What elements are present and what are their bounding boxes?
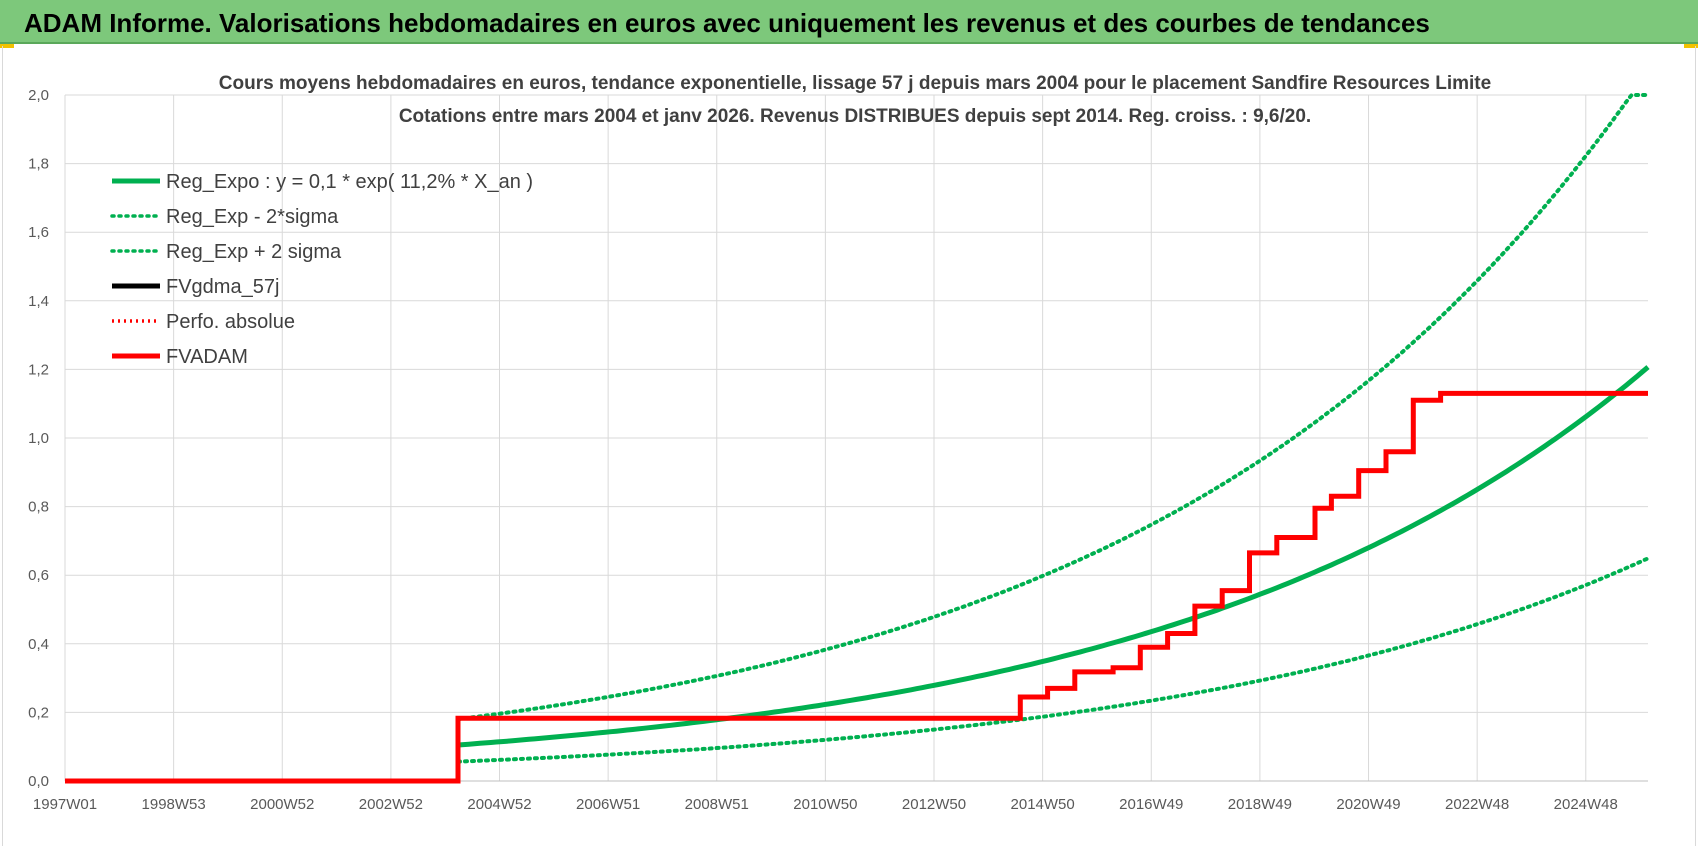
report-title: ADAM Informe. Valorisations hebdomadaire…	[24, 8, 1430, 38]
y-tick-label: 1,6	[28, 224, 49, 241]
chart-title-line-2: Cotations entre mars 2004 et janv 2026. …	[399, 106, 1311, 127]
y-tick-label: 1,0	[28, 430, 49, 447]
y-tick-label: 0,4	[28, 636, 49, 653]
x-tick-label: 2014W50	[1011, 796, 1075, 813]
x-tick-label: 1997W01	[33, 796, 97, 813]
x-tick-label: 2012W50	[902, 796, 966, 813]
legend-label-2: Reg_Exp + 2 sigma	[166, 241, 342, 263]
x-tick-label: 2000W52	[250, 796, 314, 813]
series-lines	[65, 93, 1650, 784]
x-tick-label: 2024W48	[1554, 796, 1618, 813]
corner-marker-left	[0, 44, 14, 48]
x-tick-label: 2002W52	[359, 796, 423, 813]
chart-title-line-1: Cours moyens hebdomadaires en euros, ten…	[219, 73, 1491, 94]
x-tick-label: 1998W53	[142, 796, 206, 813]
y-tick-label: 0,6	[28, 567, 49, 584]
series-line-5	[65, 390, 1648, 784]
x-tick-label: 2008W51	[685, 796, 749, 813]
x-tick-label: 2010W50	[793, 796, 857, 813]
report-banner: ADAM Informe. Valorisations hebdomadaire…	[0, 0, 1698, 44]
y-tick-label: 1,8	[28, 156, 49, 173]
gridlines	[64, 94, 1648, 782]
series-line-0	[457, 365, 1650, 748]
legend-label-4: Perfo. absolue	[166, 311, 295, 333]
series-line-1	[456, 556, 1650, 764]
y-tick-label: 1,4	[28, 293, 49, 310]
x-tick-label: 2016W49	[1119, 796, 1183, 813]
y-tick-label: 2,0	[28, 87, 49, 104]
legend-label-3: FVgdma_57j	[166, 276, 279, 298]
legend: Reg_Expo : y = 0,1 * exp( 11,2% * X_an )…	[110, 171, 533, 368]
y-tick-label: 0,8	[28, 499, 49, 516]
x-tick-label: 2006W51	[576, 796, 640, 813]
legend-label-1: Reg_Exp - 2*sigma	[166, 206, 339, 228]
legend-label-5: FVADAM	[166, 346, 248, 368]
y-tick-label: 0,2	[28, 704, 49, 721]
corner-marker-right	[1684, 44, 1698, 48]
x-tick-label: 2004W52	[467, 796, 531, 813]
y-tick-label: 0,0	[28, 773, 49, 790]
x-tick-label: 2018W49	[1228, 796, 1292, 813]
x-tick-label: 2022W48	[1445, 796, 1509, 813]
chart-title: Cours moyens hebdomadaires en euros, ten…	[219, 73, 1491, 127]
legend-label-0: Reg_Expo : y = 0,1 * exp( 11,2% * X_an )	[166, 171, 533, 193]
x-tick-label: 2020W49	[1336, 796, 1400, 813]
y-tick-label: 1,2	[28, 361, 49, 378]
series-line-2	[456, 93, 1650, 722]
chart-frame	[2, 46, 1696, 846]
